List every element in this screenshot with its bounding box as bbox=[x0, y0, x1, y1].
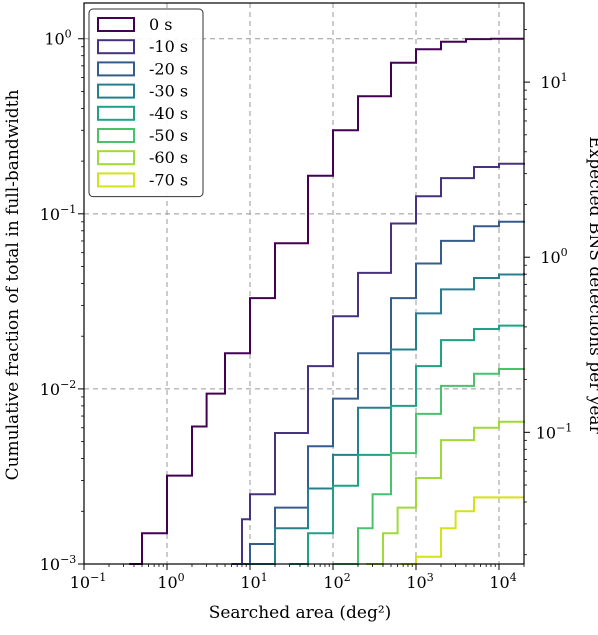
legend-swatch bbox=[97, 39, 135, 55]
legend: 0 s -10 s -20 s -30 s -40 s -50 s -60 s -70 s bbox=[88, 8, 204, 198]
tick-group: 10−1 100 101 102 103 104 10−3 10−2 10−1 100 10−1 10… bbox=[40, 28, 573, 592]
x-tick-label: 104 bbox=[489, 571, 516, 592]
legend-label: -60 s bbox=[149, 148, 188, 167]
legend-swatch bbox=[97, 128, 135, 143]
legend-swatch bbox=[97, 83, 135, 99]
series-line-6 bbox=[366, 420, 525, 565]
x-axis-label: Searched area (deg²) bbox=[209, 603, 392, 623]
y-axis-label: Cumulative fraction of total in full-ban… bbox=[3, 90, 23, 481]
series-line-4 bbox=[289, 324, 524, 565]
series-group bbox=[129, 37, 525, 565]
y-tick-label: 10−3 bbox=[40, 553, 77, 574]
series-line-5 bbox=[333, 368, 525, 565]
legend-label: -50 s bbox=[149, 126, 188, 145]
legend-label: 0 s bbox=[149, 15, 172, 34]
series-line-0 bbox=[129, 37, 524, 565]
x-tick-label: 100 bbox=[157, 571, 184, 592]
legend-swatch bbox=[97, 172, 135, 188]
series-line-3 bbox=[250, 272, 525, 565]
legend-label: -40 s bbox=[149, 104, 188, 123]
legend-swatch bbox=[97, 105, 135, 121]
right-tick-label: 100 bbox=[540, 246, 567, 267]
legend-swatch bbox=[97, 17, 135, 32]
legend-label: -30 s bbox=[149, 82, 188, 101]
y-tick-label: 10−1 bbox=[40, 203, 77, 224]
right-tick-label: 10−1 bbox=[536, 421, 573, 442]
legend-swatch bbox=[97, 61, 135, 77]
right-y-axis-label: Expected BNS detections per year bbox=[585, 136, 598, 434]
y-tick-label: 100 bbox=[44, 28, 71, 49]
right-tick-label: 101 bbox=[540, 71, 567, 92]
series-line-7 bbox=[400, 496, 524, 565]
series-line-1 bbox=[231, 162, 525, 565]
x-tick-label: 102 bbox=[323, 571, 350, 592]
x-tick-label: 10−1 bbox=[70, 571, 107, 592]
legend-swatch bbox=[97, 150, 135, 166]
legend-label: -10 s bbox=[149, 37, 188, 56]
legend-label: -70 s bbox=[149, 170, 188, 189]
legend-label: -20 s bbox=[149, 59, 188, 78]
y-tick-label: 10−2 bbox=[40, 378, 77, 399]
x-tick-label: 103 bbox=[406, 571, 433, 592]
legend-box bbox=[88, 8, 204, 198]
x-tick-label: 101 bbox=[240, 571, 267, 592]
